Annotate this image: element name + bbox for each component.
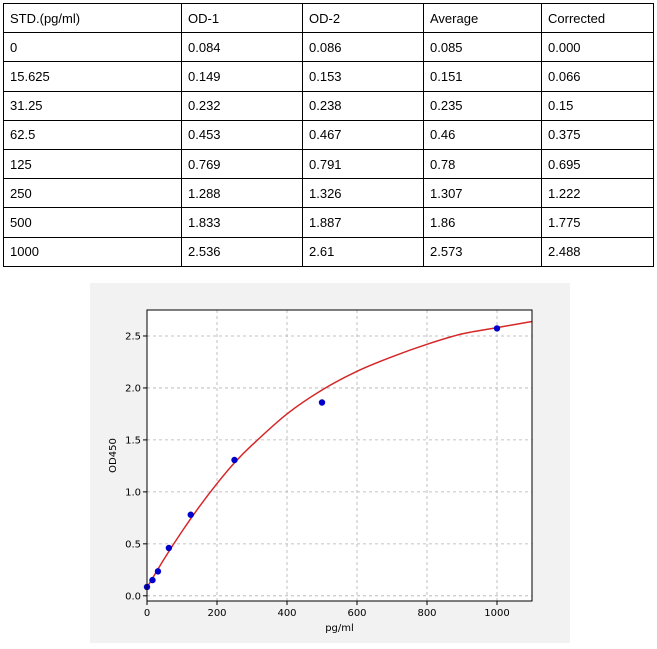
cell-average: 1.86 (423, 207, 542, 238)
standard-table: STD.(pg/ml) OD-1 OD-2 Average Corrected … (3, 2, 654, 267)
y-tick-label: 1.5 (125, 435, 141, 446)
cell-od1: 0.232 (181, 90, 303, 121)
cell-od2: 0.086 (302, 32, 424, 63)
cell-od1: 0.453 (181, 119, 303, 150)
x-tick-label: 200 (207, 608, 226, 619)
cell-std: 1000 (3, 236, 182, 267)
cell-od2: 1.326 (302, 178, 424, 209)
cell-od1: 0.149 (181, 61, 303, 92)
data-point (154, 568, 162, 575)
x-tick-label: 600 (347, 608, 366, 619)
cell-std: 0 (3, 32, 182, 63)
cell-std: 62.5 (3, 119, 182, 150)
cell-average: 1.307 (423, 178, 542, 209)
standard-curve-chart: 0 200 400 600 800 1000 0.0 0.5 1.0 1.5 2.0 2.5 pg/ml… (90, 283, 570, 643)
table-row: 0 0.084 0.086 0.085 0.000 (3, 32, 654, 63)
plot-frame (146, 309, 533, 602)
cell-corrected: 2.488 (541, 236, 654, 267)
y-tick-label: 1.0 (125, 487, 141, 498)
header-corrected: Corrected (541, 2, 654, 34)
cell-od2: 0.153 (302, 61, 424, 92)
cell-od2: 0.238 (302, 90, 424, 121)
table-row: 31.25 0.232 0.238 0.235 0.15 (3, 90, 654, 121)
header-std: STD.(pg/ml) (3, 2, 182, 34)
y-tick-label: 0.5 (125, 539, 141, 550)
cell-average: 0.151 (423, 61, 542, 92)
table-row: 1000 2.536 2.61 2.573 2.488 (3, 236, 654, 267)
cell-std: 500 (3, 207, 182, 238)
cell-std: 15.625 (3, 61, 182, 92)
cell-od2: 2.61 (302, 236, 424, 267)
chart-svg: 0 200 400 600 800 1000 0.0 0.5 1.0 1.5 2.0 2.5 pg/ml… (108, 309, 533, 634)
table-row: 62.5 0.453 0.467 0.46 0.375 (3, 119, 654, 150)
data-point (318, 399, 326, 406)
cell-average: 0.235 (423, 90, 542, 121)
table-row: 250 1.288 1.326 1.307 1.222 (3, 178, 654, 209)
cell-std: 31.25 (3, 90, 182, 121)
cell-std: 250 (3, 178, 182, 209)
cell-corrected: 0.066 (541, 61, 654, 92)
cell-std: 125 (3, 148, 182, 180)
cell-corrected: 0.15 (541, 90, 654, 121)
cell-average: 0.085 (423, 32, 542, 63)
y-tick-label: 0.0 (125, 591, 141, 602)
cell-od1: 0.769 (181, 148, 303, 180)
cell-od1: 0.084 (181, 32, 303, 63)
data-point (187, 511, 194, 518)
y-tick-label: 2.0 (125, 383, 141, 394)
cell-od1: 1.833 (181, 207, 303, 238)
data-point (149, 576, 156, 584)
data-point (493, 325, 501, 332)
cell-corrected: 1.775 (541, 207, 654, 238)
cell-average: 0.78 (423, 148, 542, 180)
plot-area (147, 310, 532, 601)
cell-od2: 0.791 (302, 148, 424, 180)
table-row: 500 1.833 1.887 1.86 1.775 (3, 207, 654, 238)
cell-od2: 1.887 (302, 207, 424, 238)
cell-corrected: 0.375 (541, 119, 654, 150)
x-tick-label: 0 (144, 608, 150, 619)
x-tick-label: 1000 (484, 608, 509, 619)
cell-average: 2.573 (423, 236, 542, 267)
header-average: Average (423, 2, 542, 34)
x-tick-label: 800 (417, 608, 436, 619)
cell-corrected: 0.000 (541, 32, 654, 63)
cell-average: 0.46 (423, 119, 542, 150)
cell-od2: 0.467 (302, 119, 424, 150)
data-point (165, 544, 173, 552)
table-row: 15.625 0.149 0.153 0.151 0.066 (3, 61, 654, 92)
fit-curve-line (147, 320, 532, 588)
cell-od1: 2.536 (181, 236, 303, 267)
header-od2: OD-2 (302, 2, 424, 34)
data-point (231, 456, 238, 464)
header-od1: OD-1 (181, 2, 303, 34)
cell-od1: 1.288 (181, 178, 303, 209)
y-tick-label: 2.5 (125, 331, 141, 342)
x-axis-title: pg/ml (325, 623, 354, 634)
table-header-row: STD.(pg/ml) OD-1 OD-2 Average Corrected (3, 2, 654, 34)
cell-corrected: 0.695 (541, 148, 654, 180)
x-tick-label: 400 (277, 608, 296, 619)
table-row: 125 0.769 0.791 0.78 0.695 (3, 148, 654, 180)
cell-corrected: 1.222 (541, 178, 654, 209)
y-axis-title: OD450 (108, 438, 119, 473)
